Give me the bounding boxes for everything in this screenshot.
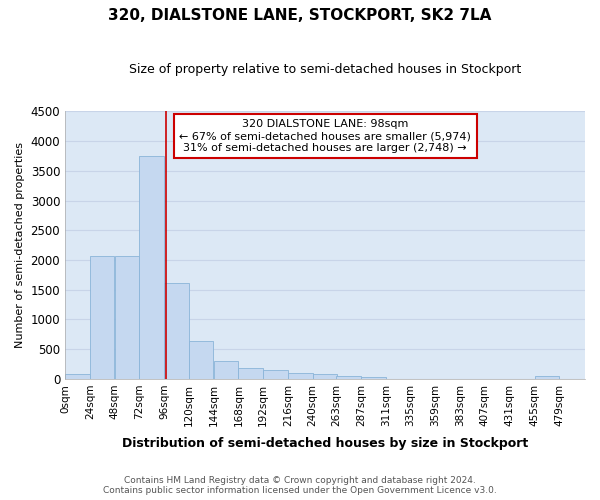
- Y-axis label: Number of semi-detached properties: Number of semi-detached properties: [15, 142, 25, 348]
- Title: Size of property relative to semi-detached houses in Stockport: Size of property relative to semi-detach…: [129, 62, 521, 76]
- Bar: [361, 377, 386, 379]
- Text: 320 DIALSTONE LANE: 98sqm
← 67% of semi-detached houses are smaller (5,974)
31% : 320 DIALSTONE LANE: 98sqm ← 67% of semi-…: [179, 120, 471, 152]
- Bar: [263, 370, 288, 379]
- Bar: [214, 362, 238, 379]
- Bar: [288, 373, 313, 379]
- X-axis label: Distribution of semi-detached houses by size in Stockport: Distribution of semi-detached houses by …: [122, 437, 528, 450]
- Bar: [115, 256, 139, 379]
- Bar: [337, 376, 361, 379]
- Bar: [313, 374, 337, 379]
- Bar: [139, 156, 164, 379]
- Bar: [65, 374, 89, 379]
- Text: 320, DIALSTONE LANE, STOCKPORT, SK2 7LA: 320, DIALSTONE LANE, STOCKPORT, SK2 7LA: [109, 8, 491, 22]
- Text: Contains HM Land Registry data © Crown copyright and database right 2024.
Contai: Contains HM Land Registry data © Crown c…: [103, 476, 497, 495]
- Bar: [90, 256, 115, 379]
- Bar: [238, 368, 263, 379]
- Bar: [535, 376, 559, 379]
- Bar: [164, 282, 189, 379]
- Bar: [189, 341, 214, 379]
